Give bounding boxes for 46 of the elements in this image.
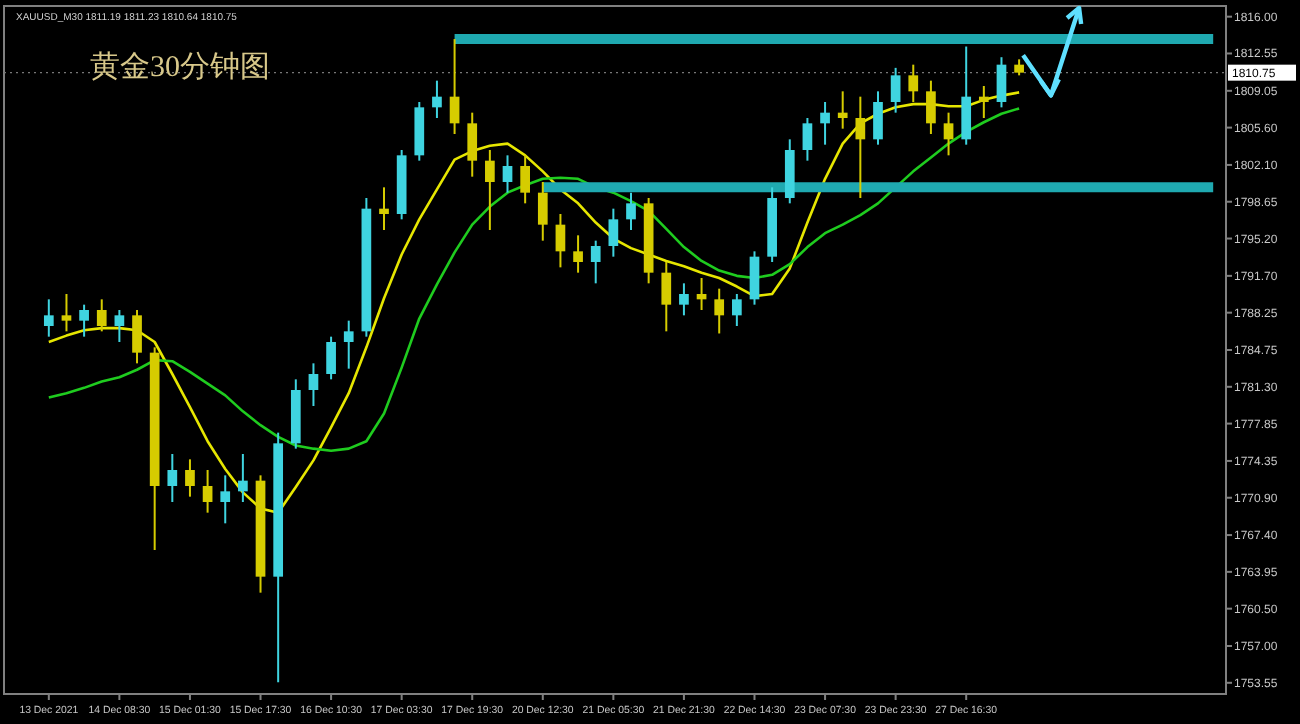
candlestick	[996, 56, 1007, 109]
candlestick	[820, 101, 830, 146]
candlestick	[626, 191, 636, 231]
candlestick	[802, 117, 813, 162]
candlestick	[784, 138, 795, 205]
candlestick	[608, 207, 619, 258]
candlestick	[855, 95, 866, 199]
candlestick	[873, 90, 883, 146]
candlestick	[379, 186, 389, 231]
candlestick	[326, 335, 336, 381]
candlestick	[167, 453, 178, 503]
candlestick	[537, 181, 548, 242]
candlestick	[96, 298, 107, 333]
candlestick	[926, 79, 936, 135]
candlestick	[343, 319, 354, 370]
candlestick	[220, 474, 231, 525]
candlestick	[308, 362, 319, 407]
candlestick	[43, 298, 54, 338]
candlestick	[732, 293, 742, 327]
text: 黄金30分钟图	[90, 50, 270, 84]
candlestick	[485, 149, 495, 231]
candlestick	[714, 287, 725, 335]
candlestick	[467, 111, 478, 178]
candlestick	[449, 38, 460, 135]
candlestick	[185, 458, 195, 498]
candlestick	[749, 250, 760, 306]
candlestick	[679, 282, 689, 317]
candlestick	[661, 261, 672, 333]
candlestick	[114, 309, 125, 343]
candlestick	[520, 154, 530, 205]
candlestick	[238, 453, 248, 503]
candlestick	[573, 234, 583, 274]
candlestick	[943, 111, 954, 157]
candlestick	[432, 79, 442, 119]
candlestick	[961, 45, 972, 146]
candlestick	[555, 213, 566, 269]
candlestick	[890, 66, 901, 114]
candlestick	[79, 303, 89, 338]
candlestick	[202, 469, 213, 514]
candlestick	[132, 309, 142, 365]
candlestick	[978, 85, 989, 119]
candlestick	[837, 90, 848, 130]
candlestick	[590, 239, 601, 285]
candlestick	[61, 293, 72, 333]
candlestick	[908, 63, 919, 103]
candlestick	[502, 154, 513, 194]
